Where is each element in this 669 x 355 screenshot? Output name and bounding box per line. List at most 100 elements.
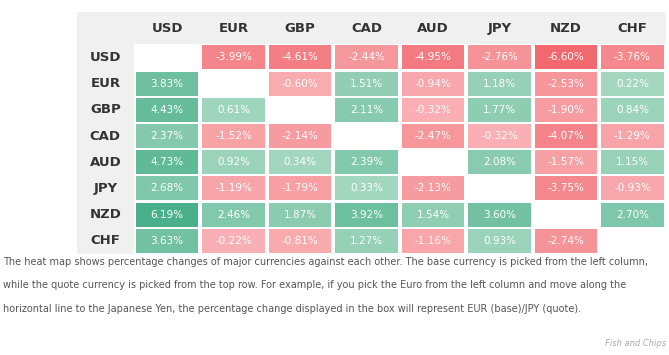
Bar (468, 98, 531, 122)
Text: NZD: NZD (90, 208, 121, 221)
Bar (535, 202, 597, 226)
Text: AUD: AUD (90, 156, 121, 169)
Text: -2.53%: -2.53% (547, 79, 584, 89)
Text: -2.74%: -2.74% (547, 236, 584, 246)
Bar (335, 176, 397, 200)
Text: Fish and Chips: Fish and Chips (605, 339, 666, 348)
Text: 2.11%: 2.11% (350, 105, 383, 115)
Bar (202, 202, 265, 226)
Text: -1.79%: -1.79% (282, 184, 318, 193)
Text: 2.46%: 2.46% (217, 209, 250, 219)
Bar (601, 124, 664, 148)
Text: GBP: GBP (284, 22, 315, 35)
Text: 4.73%: 4.73% (151, 157, 183, 167)
Bar (601, 150, 664, 174)
Bar (202, 98, 265, 122)
Bar (77, 44, 134, 254)
Bar (601, 202, 664, 226)
Text: 2.08%: 2.08% (483, 157, 516, 167)
Bar (468, 202, 531, 226)
Text: -1.29%: -1.29% (614, 131, 651, 141)
Text: horizontal line to the Japanese Yen, the percentage change displayed in the box : horizontal line to the Japanese Yen, the… (3, 304, 581, 313)
Bar (401, 150, 464, 174)
Bar (136, 176, 198, 200)
Text: 3.63%: 3.63% (151, 236, 183, 246)
Text: 6.19%: 6.19% (151, 209, 183, 219)
Text: -1.57%: -1.57% (547, 157, 584, 167)
Text: 1.87%: 1.87% (284, 209, 316, 219)
Text: 1.27%: 1.27% (350, 236, 383, 246)
Bar (401, 72, 464, 95)
Bar (335, 124, 397, 148)
Text: -4.61%: -4.61% (282, 53, 318, 62)
Bar (468, 72, 531, 95)
Text: JPY: JPY (488, 22, 512, 35)
Text: 2.68%: 2.68% (151, 184, 183, 193)
Text: -2.44%: -2.44% (348, 53, 385, 62)
Text: -3.99%: -3.99% (215, 53, 252, 62)
Text: 0.34%: 0.34% (284, 157, 316, 167)
Bar (202, 176, 265, 200)
Text: JPY: JPY (93, 182, 118, 195)
Text: 0.33%: 0.33% (350, 184, 383, 193)
Bar (535, 124, 597, 148)
Text: -3.76%: -3.76% (614, 53, 651, 62)
Bar (136, 72, 198, 95)
Text: 0.22%: 0.22% (616, 79, 649, 89)
Text: -4.95%: -4.95% (415, 53, 452, 62)
Bar (601, 176, 664, 200)
Bar (269, 124, 331, 148)
Bar (202, 124, 265, 148)
Bar (601, 229, 664, 253)
Bar (136, 229, 198, 253)
Text: 0.61%: 0.61% (217, 105, 250, 115)
Bar (401, 98, 464, 122)
Bar (269, 176, 331, 200)
Text: -0.94%: -0.94% (415, 79, 452, 89)
Bar (535, 45, 597, 70)
Text: GBP: GBP (90, 103, 120, 116)
Text: NZD: NZD (550, 22, 582, 35)
Bar (335, 72, 397, 95)
Bar (535, 176, 597, 200)
Bar (77, 12, 666, 44)
Text: 1.77%: 1.77% (483, 105, 516, 115)
Text: 4.43%: 4.43% (151, 105, 183, 115)
Text: CHF: CHF (617, 22, 648, 35)
Bar (269, 150, 331, 174)
Bar (202, 45, 265, 70)
Text: USD: USD (151, 22, 183, 35)
Text: CAD: CAD (90, 130, 121, 142)
Text: 0.92%: 0.92% (217, 157, 250, 167)
Bar (535, 72, 597, 95)
Bar (401, 202, 464, 226)
Text: 1.18%: 1.18% (483, 79, 516, 89)
Text: CAD: CAD (351, 22, 382, 35)
Text: 3.60%: 3.60% (483, 209, 516, 219)
Text: -1.19%: -1.19% (215, 184, 252, 193)
Bar (202, 150, 265, 174)
Bar (136, 202, 198, 226)
Bar (269, 229, 331, 253)
Text: -2.13%: -2.13% (415, 184, 452, 193)
Text: while the quote currency is picked from the top row. For example, if you pick th: while the quote currency is picked from … (3, 280, 627, 290)
Text: 2.70%: 2.70% (616, 209, 649, 219)
Text: 1.15%: 1.15% (616, 157, 649, 167)
Bar (468, 124, 531, 148)
Bar (202, 72, 265, 95)
Bar (535, 98, 597, 122)
Text: -0.81%: -0.81% (282, 236, 318, 246)
Bar (401, 229, 464, 253)
Bar (269, 45, 331, 70)
Bar (601, 98, 664, 122)
Bar (136, 124, 198, 148)
Text: -0.22%: -0.22% (215, 236, 252, 246)
Text: -1.90%: -1.90% (547, 105, 584, 115)
Text: -0.32%: -0.32% (481, 131, 518, 141)
Text: 1.54%: 1.54% (416, 209, 450, 219)
Text: 3.83%: 3.83% (151, 79, 183, 89)
Bar (468, 176, 531, 200)
Text: -3.75%: -3.75% (547, 184, 584, 193)
Text: CHF: CHF (90, 234, 120, 247)
Bar (335, 229, 397, 253)
